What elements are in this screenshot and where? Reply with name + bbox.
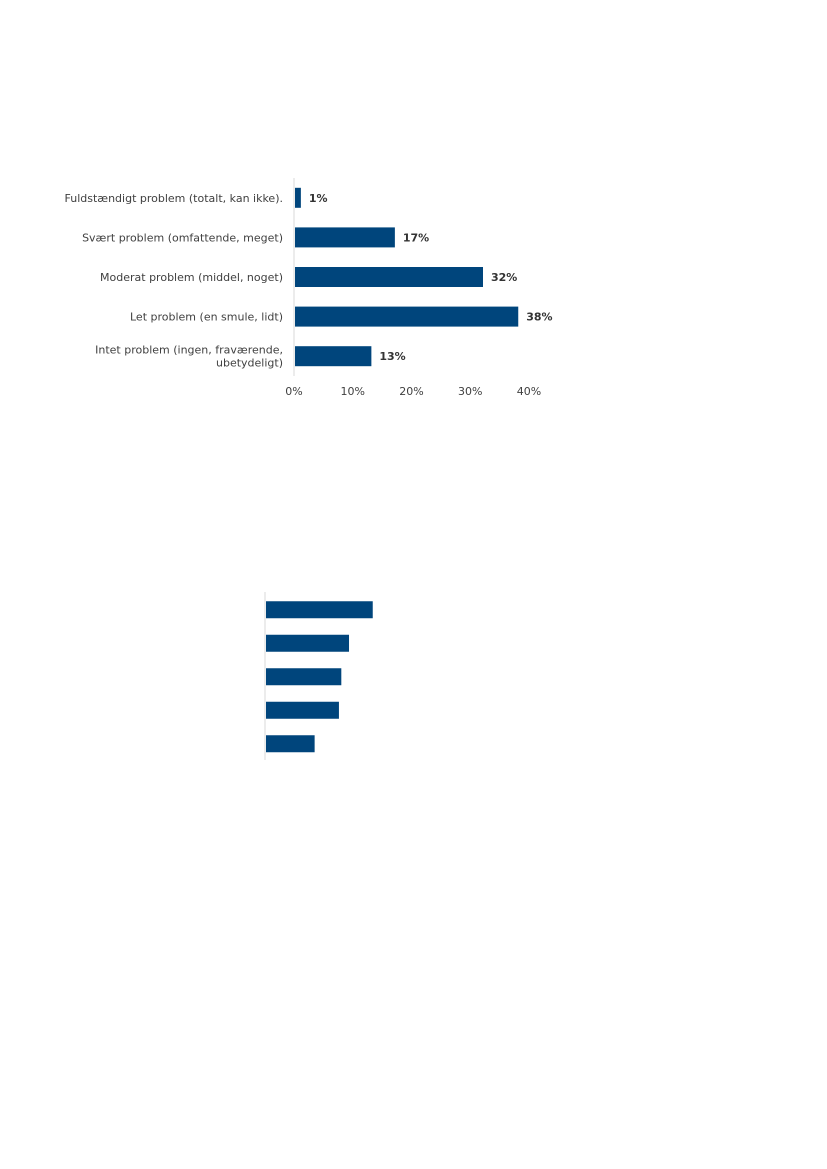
data-label: 38% (526, 311, 552, 324)
category-label: Let problem (en smule, lidt) (130, 311, 283, 324)
x-tick-label: 10% (341, 385, 365, 398)
bar (295, 346, 372, 367)
chart-1: Fuldstændigt problem (totalt, kan ikke).… (65, 178, 553, 398)
category-label: Intet problem (ingen, fraværende, (95, 344, 283, 357)
data-label: 17% (403, 231, 429, 244)
category-label: Fuldstændigt problem (totalt, kan ikke). (65, 192, 284, 205)
bar (266, 668, 342, 686)
category-label: ubetydeligt) (216, 357, 283, 370)
bar (266, 701, 339, 719)
data-labels: 1% 17% 32% 38% 13% (309, 192, 553, 363)
bar (295, 187, 301, 208)
bar (295, 267, 483, 287)
x-tick-label: 0% (285, 385, 302, 398)
bars (295, 187, 519, 367)
bar (266, 735, 315, 753)
category-label: Moderat problem (middel, noget) (100, 271, 283, 284)
data-label: 32% (491, 271, 517, 284)
category-label: Svært problem (omfattende, meget) (82, 231, 283, 244)
category-labels: Fuldstændigt problem (totalt, kan ikke).… (65, 192, 284, 370)
x-tick-label: 30% (458, 385, 482, 398)
x-tick-label: 20% (399, 385, 423, 398)
x-tick-labels: 0% 10% 20% 30% 40% (285, 385, 541, 398)
data-label: 13% (379, 350, 405, 363)
x-tick-label: 40% (517, 385, 541, 398)
data-label: 1% (309, 192, 328, 205)
bar (266, 601, 373, 619)
bar (295, 306, 519, 327)
bar (295, 227, 395, 248)
bars (266, 601, 373, 753)
bar (266, 634, 350, 652)
